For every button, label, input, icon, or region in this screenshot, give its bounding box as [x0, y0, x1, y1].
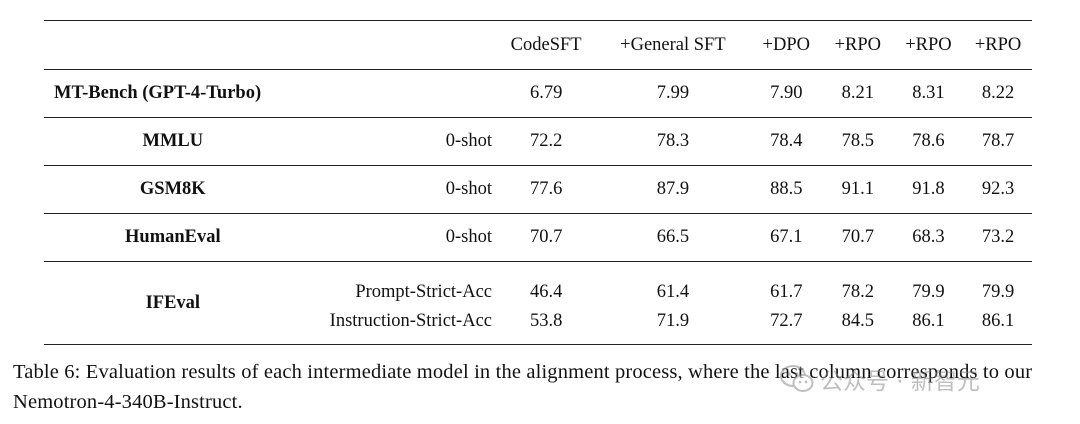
- value-cell: 8.21: [823, 69, 893, 118]
- value-cell: 8.22: [964, 69, 1032, 118]
- value-cell: 68.3: [892, 213, 965, 262]
- value-cell: 86.1: [964, 306, 1032, 345]
- value-cell: 72.2: [496, 117, 597, 166]
- value-cell: 67.1: [749, 213, 823, 262]
- value-cell: 6.79: [496, 69, 597, 118]
- value-cell: 77.6: [496, 165, 597, 214]
- watermark: 公众号 · 新智元: [780, 362, 980, 396]
- results-table: CodeSFT +General SFT +DPO +RPO +RPO +RPO…: [44, 20, 1032, 345]
- value-cell: 78.7: [964, 117, 1032, 166]
- value-cell: 88.5: [749, 165, 823, 214]
- table-caption: Table 6: Evaluation results of each inte…: [13, 361, 1033, 413]
- dataset-name: GSM8K: [44, 165, 302, 214]
- header-dataset: [44, 20, 302, 70]
- table-row-mt-bench: MT-Bench (GPT-4-Turbo) 6.79 7.99 7.90 8.…: [44, 69, 1032, 118]
- value-cell: 7.99: [596, 69, 750, 118]
- value-cell: 78.2: [841, 281, 874, 302]
- value-cell: 78.3: [596, 117, 750, 166]
- setting-cell: 0-shot: [301, 165, 496, 214]
- value-cell: 78.4: [749, 117, 823, 166]
- value-cell: 78.5: [823, 117, 893, 166]
- setting-cell: 0-shot: [301, 213, 496, 262]
- watermark-text: 公众号 · 新智元: [820, 369, 980, 395]
- dataset-name: MMLU: [44, 117, 302, 166]
- value-cell: 92.3: [964, 165, 1032, 214]
- value-cell: 78.6: [892, 117, 965, 166]
- value-cell: 7.90: [749, 69, 823, 118]
- value-cell: 79.9: [912, 281, 945, 302]
- table-row-humaneval: HumanEval 0-shot 70.7 66.5 67.1 70.7 68.…: [44, 213, 1032, 262]
- value-cell: 53.8: [496, 306, 597, 345]
- dataset-name: HumanEval: [44, 213, 302, 262]
- header-rpo-1: +RPO: [823, 20, 893, 70]
- value-cell: 91.1: [823, 165, 893, 214]
- table-row-ifeval-instruction: Instruction-Strict-Acc 53.8 71.9 72.7 84…: [44, 306, 1032, 345]
- value-cell: 87.9: [596, 165, 750, 214]
- header-codesft: CodeSFT: [496, 20, 597, 70]
- value-cell: 71.9: [596, 306, 750, 345]
- header-rpo-3: +RPO: [964, 20, 1032, 70]
- value-cell: 70.7: [496, 213, 597, 262]
- header-setting: [301, 20, 496, 70]
- value-cell: 66.5: [596, 213, 750, 262]
- value-cell: 61.7: [770, 281, 803, 302]
- value-cell: 91.8: [892, 165, 965, 214]
- table-row-mmlu: MMLU 0-shot 72.2 78.3 78.4 78.5 78.6 78.…: [44, 117, 1032, 166]
- wechat-icon: [780, 365, 814, 392]
- setting-cell: 0-shot: [301, 117, 496, 166]
- value-cell: 86.1: [892, 306, 965, 345]
- setting-cell: Prompt-Strict-Acc: [355, 281, 492, 302]
- value-cell: 72.7: [749, 306, 823, 345]
- value-cell: 84.5: [823, 306, 893, 345]
- header-rpo-2: +RPO: [892, 20, 965, 70]
- header-general-sft: +General SFT: [596, 20, 750, 70]
- value-cell: 73.2: [964, 213, 1032, 262]
- value-cell: 70.7: [823, 213, 893, 262]
- table-row-ifeval-prompt: IFEval Prompt-Strict-Acc 46.4 61.4 61.7 …: [44, 261, 1032, 345]
- dataset-name: MT-Bench (GPT-4-Turbo): [44, 69, 302, 118]
- dataset-name: IFEval: [44, 261, 302, 345]
- value-cell: 46.4: [529, 281, 563, 302]
- header-dpo: +DPO: [749, 20, 823, 70]
- value-cell: 61.4: [656, 281, 690, 302]
- value-cell: 8.31: [892, 69, 965, 118]
- value-cell: 79.9: [981, 281, 1015, 302]
- setting-cell: [301, 69, 496, 118]
- setting-cell: Instruction-Strict-Acc: [301, 306, 496, 345]
- table-row-gsm8k: GSM8K 0-shot 77.6 87.9 88.5 91.1 91.8 92…: [44, 165, 1032, 214]
- table-header-row: CodeSFT +General SFT +DPO +RPO +RPO +RPO: [44, 20, 1032, 70]
